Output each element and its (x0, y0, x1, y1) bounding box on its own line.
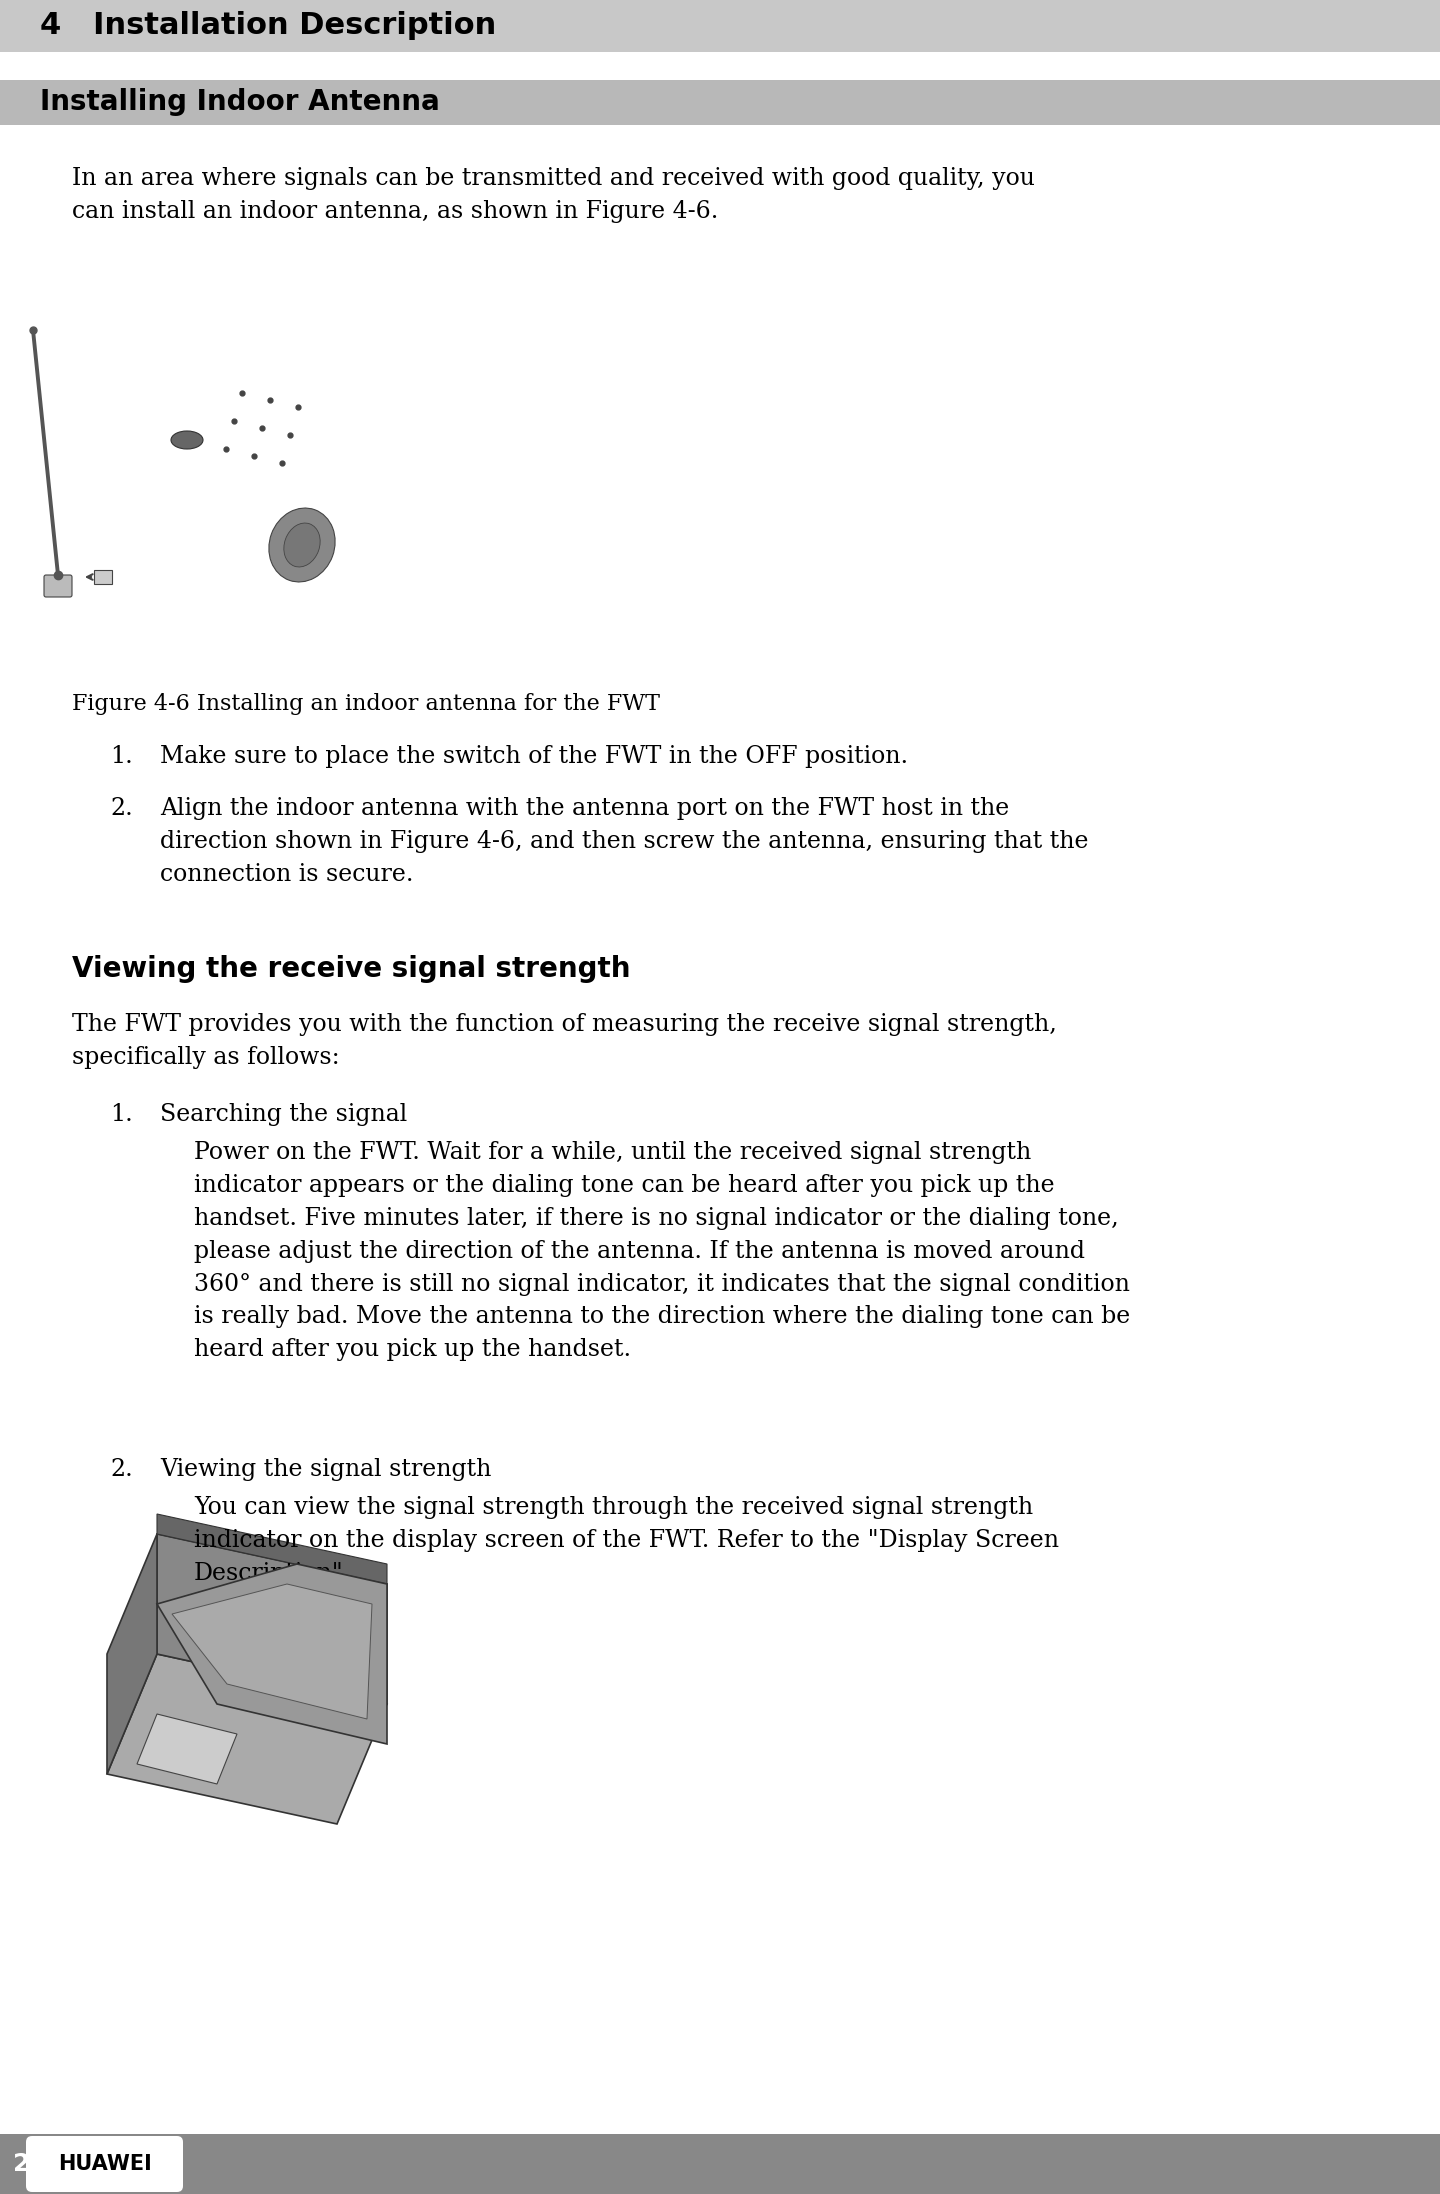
Text: 28: 28 (13, 2152, 48, 2176)
Text: Viewing the receive signal strength: Viewing the receive signal strength (72, 954, 631, 983)
Polygon shape (157, 1514, 387, 1584)
Polygon shape (157, 1564, 387, 1744)
FancyBboxPatch shape (45, 575, 72, 597)
Text: Make sure to place the switch of the FWT in the OFF position.: Make sure to place the switch of the FWT… (160, 746, 909, 768)
Text: 4   Installation Description: 4 Installation Description (40, 11, 495, 39)
Text: HUAWEI: HUAWEI (58, 2155, 151, 2174)
Text: Installing Indoor Antenna: Installing Indoor Antenna (40, 88, 439, 116)
Ellipse shape (171, 430, 203, 450)
Text: Power on the FWT. Wait for a while, until the received signal strength
indicator: Power on the FWT. Wait for a while, unti… (194, 1141, 1130, 1362)
Polygon shape (137, 1714, 238, 1784)
FancyBboxPatch shape (26, 2137, 183, 2192)
Bar (0, 0, 1440, 53)
Text: Viewing the signal strength: Viewing the signal strength (160, 1459, 491, 1481)
Text: The FWT provides you with the function of measuring the receive signal strength,: The FWT provides you with the function o… (72, 1014, 1057, 1068)
Polygon shape (107, 1534, 157, 1775)
Bar (94, 570, 112, 584)
Text: Searching the signal: Searching the signal (160, 1104, 408, 1126)
Polygon shape (107, 1654, 387, 1823)
Polygon shape (171, 1584, 372, 1720)
Text: 2.: 2. (109, 796, 132, 821)
Bar (0, 79, 1440, 125)
Text: Align the indoor antenna with the antenna port on the FWT host in the
direction : Align the indoor antenna with the antenn… (160, 796, 1089, 886)
Text: 1.: 1. (109, 746, 132, 768)
Text: You can view the signal strength through the received signal strength
indicator : You can view the signal strength through… (194, 1496, 1058, 1584)
Text: 2.: 2. (109, 1459, 132, 1481)
Text: In an area where signals can be transmitted and received with good quality, you
: In an area where signals can be transmit… (72, 167, 1035, 224)
Bar (0, 2135, 1440, 2194)
Polygon shape (157, 1534, 387, 1705)
Ellipse shape (269, 509, 336, 581)
Text: Figure 4-6 Installing an indoor antenna for the FWT: Figure 4-6 Installing an indoor antenna … (72, 693, 660, 715)
Ellipse shape (284, 522, 320, 566)
Text: 1.: 1. (109, 1104, 132, 1126)
